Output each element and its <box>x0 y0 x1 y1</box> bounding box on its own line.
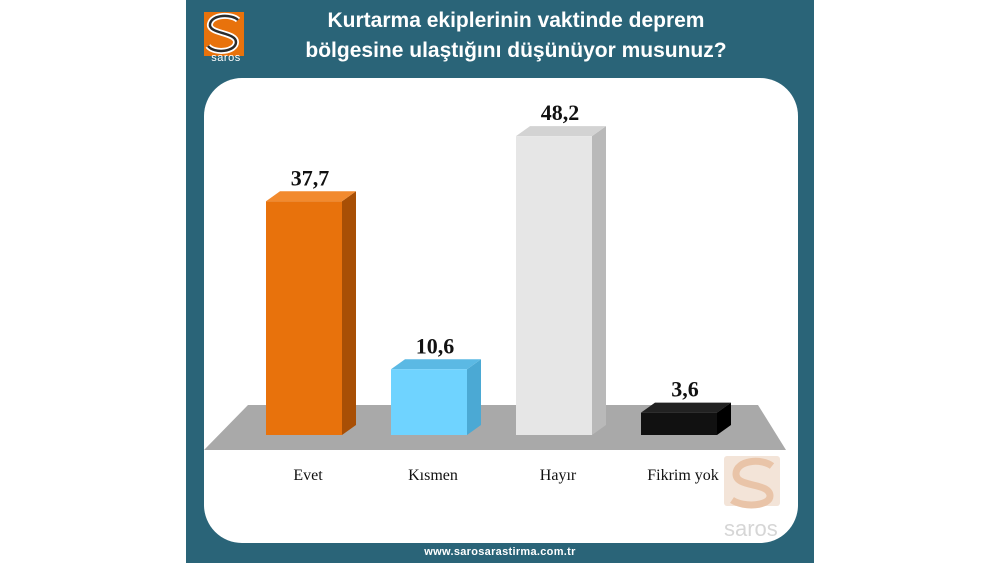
bar-front <box>391 369 467 435</box>
bar-1 <box>266 191 356 435</box>
chart-frame: saros Kurtarma ekiplerinin vaktinde depr… <box>186 0 814 563</box>
bar-top <box>266 191 356 202</box>
data-label-1: 37,7 <box>291 165 330 190</box>
bar-chart: saros 37,7 Evet 10,6 Kısmen 48,2 Hayır 3,6 Fikr… <box>204 100 786 541</box>
brand-name: saros <box>211 52 241 64</box>
bar-side <box>592 126 606 435</box>
bar-top <box>641 402 731 413</box>
chart-title: Kurtarma ekiplerinin vaktinde deprem böl… <box>256 6 776 66</box>
bar-top <box>516 126 606 137</box>
bar-front <box>266 201 342 435</box>
bar-top <box>391 359 481 370</box>
saros-s-logo-icon <box>204 12 244 56</box>
category-label-2: Kısmen <box>408 467 458 484</box>
bar-front <box>641 412 717 435</box>
watermark-logo: saros <box>724 456 780 541</box>
bar-side <box>467 359 481 435</box>
footer-url: www.sarosarastirma.com.tr <box>424 546 576 558</box>
bar-side <box>717 402 731 435</box>
bar-4 <box>641 402 731 435</box>
chart-panel: saros 37,7 Evet 10,6 Kısmen 48,2 Hayır 3,6 Fikr… <box>204 78 798 543</box>
chart-title-line-2: bölgesine ulaştığını düşünüyor musunuz? <box>305 39 727 62</box>
watermark-text: saros <box>724 516 778 541</box>
chart-title-line-1: Kurtarma ekiplerinin vaktinde deprem <box>327 9 705 32</box>
data-label-3: 48,2 <box>541 100 580 125</box>
bar-3 <box>516 126 606 435</box>
bar-side <box>342 191 356 435</box>
bar-front <box>516 136 592 435</box>
bar-2 <box>391 359 481 435</box>
data-label-2: 10,6 <box>416 333 455 358</box>
category-label-1: Evet <box>293 467 323 484</box>
category-label-3: Hayır <box>540 467 577 484</box>
data-label-4: 3,6 <box>671 377 699 402</box>
category-label-4: Fikrim yok <box>647 467 719 484</box>
